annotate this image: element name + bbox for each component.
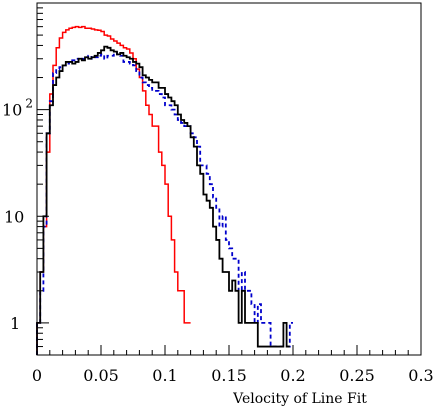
histogram-series-3 bbox=[36, 45, 290, 355]
y-axis-ticks: 1 10 10 2 bbox=[2, 7, 49, 356]
x-tick-label: 0.25 bbox=[339, 366, 375, 385]
histogram-series-1 bbox=[36, 25, 191, 355]
histogram-series-2 bbox=[36, 52, 293, 355]
x-tick-label: 0.3 bbox=[408, 366, 433, 385]
x-tick-label: 0.2 bbox=[280, 366, 305, 385]
y-tick-label: 10 2 bbox=[2, 97, 33, 120]
x-axis-ticks: 0 0.05 0.1 0.15 0.2 0.25 0.3 bbox=[32, 345, 433, 385]
y-tick-label: 1 bbox=[10, 314, 20, 333]
x-tick-label: 0 bbox=[32, 366, 42, 385]
x-tick-label: 0.1 bbox=[152, 366, 177, 385]
series-layer bbox=[36, 25, 293, 355]
x-tick-label: 0.05 bbox=[83, 366, 119, 385]
y-tick-label: 10 bbox=[4, 207, 24, 226]
x-tick-label: 0.15 bbox=[211, 366, 247, 385]
x-axis-label: Velocity of Line Fit bbox=[232, 391, 367, 407]
